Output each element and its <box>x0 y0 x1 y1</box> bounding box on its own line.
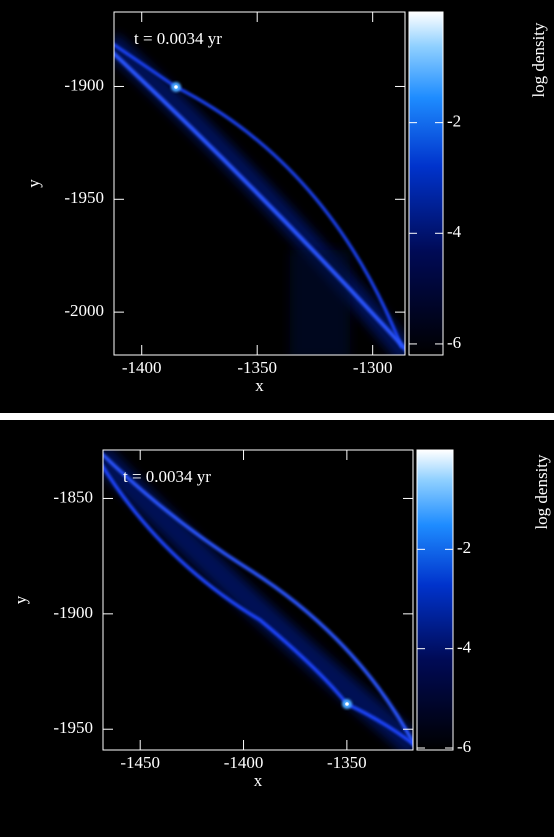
density-image <box>114 33 405 355</box>
annotation: t = 0.0034 yr <box>134 29 222 48</box>
colorbar-tick-label: -6 <box>457 737 471 756</box>
plot-frame <box>113 11 406 356</box>
y-tick-label: -1850 <box>53 487 93 506</box>
x-tick-label: -1400 <box>224 753 264 772</box>
y-tick-label: -1900 <box>64 75 104 94</box>
x-tick-label: -1350 <box>327 753 367 772</box>
colorbar-tick-label: -2 <box>457 538 471 557</box>
x-tick-label: -1350 <box>237 358 277 377</box>
y-tick-label: -2000 <box>64 301 104 320</box>
density-image <box>103 450 413 750</box>
x-axis-label: x <box>255 376 264 395</box>
colorbar-label: log density <box>532 454 551 530</box>
colorbar-tick-label: -4 <box>447 222 462 241</box>
x-tick-label: -1300 <box>353 358 393 377</box>
colorbar-label: log density <box>529 22 548 98</box>
y-tick-label: -1900 <box>53 603 93 622</box>
y-tick-label: -1950 <box>53 718 93 737</box>
colorbar-tick-label: -4 <box>457 638 472 657</box>
colorbar-tick-label: -6 <box>447 333 461 352</box>
x-tick-label: -1450 <box>120 753 160 772</box>
y-tick-label: -1950 <box>64 188 104 207</box>
x-axis-label: x <box>254 771 263 790</box>
colorbar <box>416 449 454 751</box>
x-tick-label: -1400 <box>122 358 162 377</box>
plot-frame <box>102 449 414 751</box>
y-axis-label: y <box>24 179 43 188</box>
colorbar <box>408 11 444 356</box>
annotation: t = 0.0034 yr <box>123 467 211 486</box>
colorbar-tick-label: -2 <box>447 112 461 131</box>
y-axis-label: y <box>11 595 30 604</box>
